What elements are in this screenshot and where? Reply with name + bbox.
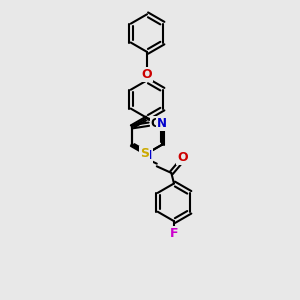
Text: N: N (157, 117, 166, 130)
Text: N: N (142, 149, 152, 162)
Text: O: O (177, 151, 188, 164)
Text: F: F (170, 226, 178, 239)
Text: C: C (151, 117, 160, 130)
Text: O: O (142, 68, 152, 81)
Text: S: S (140, 147, 149, 160)
